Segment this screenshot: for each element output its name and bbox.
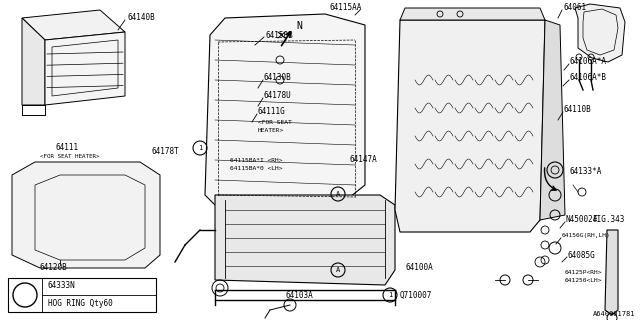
Text: N: N xyxy=(296,21,302,31)
Text: 64111G: 64111G xyxy=(258,108,285,116)
Text: 641250<LH>: 641250<LH> xyxy=(565,277,602,283)
Text: FIG.343: FIG.343 xyxy=(592,215,625,225)
Text: 64156G(RH,LH): 64156G(RH,LH) xyxy=(562,234,611,238)
Text: Q710007: Q710007 xyxy=(400,291,433,300)
Text: <FOR SEAT: <FOR SEAT xyxy=(258,119,292,124)
Text: A: A xyxy=(336,267,340,273)
Text: 64061: 64061 xyxy=(563,4,586,12)
Text: 64100A: 64100A xyxy=(405,263,433,273)
Text: <FOR SEAT HEATER>: <FOR SEAT HEATER> xyxy=(40,155,99,159)
Text: 64085G: 64085G xyxy=(568,251,596,260)
Polygon shape xyxy=(395,20,545,232)
Text: 1: 1 xyxy=(198,145,202,151)
Text: 64150B: 64150B xyxy=(265,30,292,39)
Text: A640001781: A640001781 xyxy=(593,311,635,317)
Text: 64178T: 64178T xyxy=(152,148,180,156)
Polygon shape xyxy=(22,18,45,105)
Text: 64125P<RH>: 64125P<RH> xyxy=(565,269,602,275)
Polygon shape xyxy=(575,4,625,62)
Text: 64178U: 64178U xyxy=(264,92,292,100)
Text: 64130B: 64130B xyxy=(264,74,292,83)
Polygon shape xyxy=(45,32,125,105)
Text: 64110B: 64110B xyxy=(564,106,592,115)
Polygon shape xyxy=(205,14,365,215)
Text: 64103A: 64103A xyxy=(285,291,313,300)
Text: 1: 1 xyxy=(388,292,392,298)
Text: HEATER>: HEATER> xyxy=(258,127,284,132)
Text: 64133*A: 64133*A xyxy=(570,167,602,177)
Text: 64147A: 64147A xyxy=(350,156,378,164)
Polygon shape xyxy=(400,8,545,20)
Text: 64106A*A: 64106A*A xyxy=(570,58,607,67)
Text: 64115BA*0 <LH>: 64115BA*0 <LH> xyxy=(230,165,282,171)
Text: N450024: N450024 xyxy=(566,215,598,225)
Text: HOG RING Qty60: HOG RING Qty60 xyxy=(48,300,113,308)
Text: 64120B: 64120B xyxy=(40,263,68,273)
Text: 64140B: 64140B xyxy=(128,13,156,22)
Text: 64333N: 64333N xyxy=(48,282,76,291)
Text: A: A xyxy=(336,191,340,197)
Text: 64115BA*I <RH>: 64115BA*I <RH> xyxy=(230,157,282,163)
Text: 64115AA: 64115AA xyxy=(330,4,362,12)
Text: 64111: 64111 xyxy=(55,143,78,153)
Polygon shape xyxy=(12,162,160,268)
FancyBboxPatch shape xyxy=(8,278,156,312)
Polygon shape xyxy=(22,10,125,40)
Polygon shape xyxy=(215,195,395,285)
Polygon shape xyxy=(540,20,565,220)
Text: 64106A*B: 64106A*B xyxy=(570,74,607,83)
Polygon shape xyxy=(605,230,618,315)
